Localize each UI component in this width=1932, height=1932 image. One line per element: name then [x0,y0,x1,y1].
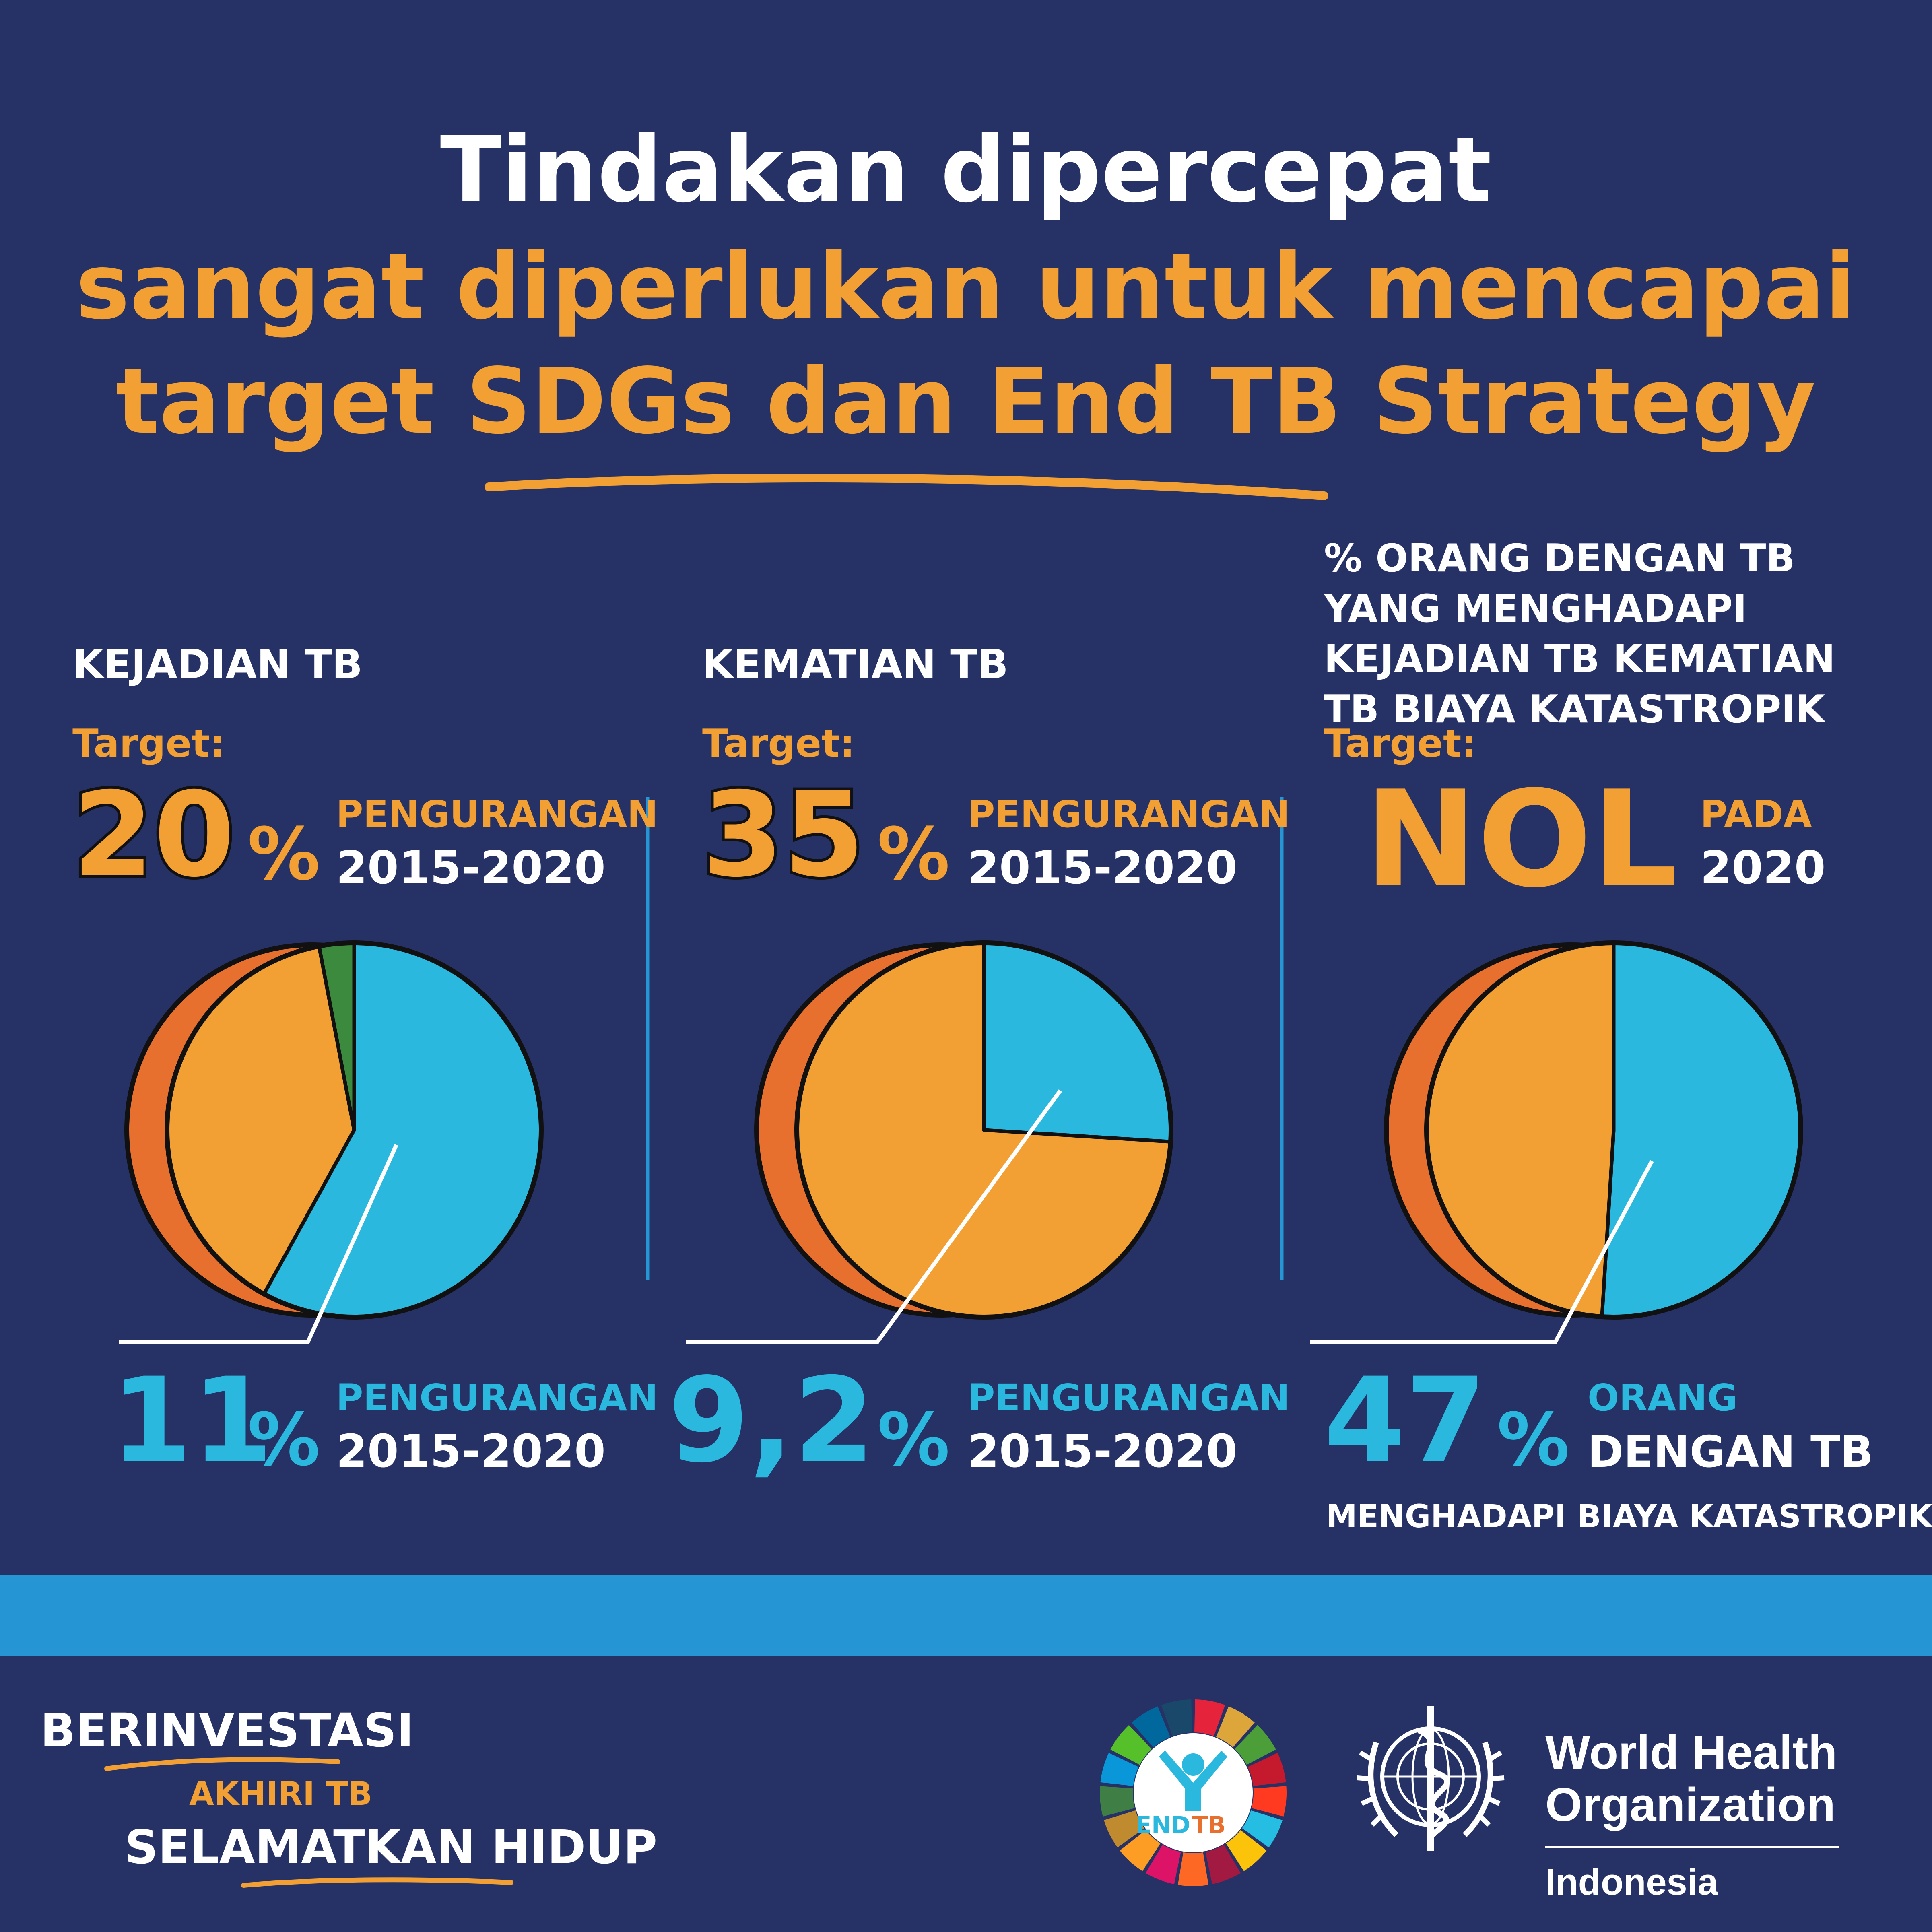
target-text-2: 2015-2020 [336,842,606,894]
result-text-2: DENGAN TB [1588,1427,1873,1477]
sdg-ring-segment [1242,1810,1283,1848]
sdg-ring-segment [1100,1786,1135,1817]
target-text-2: 2020 [1700,842,1826,894]
pie-outline [165,940,544,1320]
result-value: 11 [111,1353,273,1489]
sdg-ring-segment [1100,1753,1139,1786]
sdg-ring-segment [1104,1810,1144,1848]
endtb-label-end: END [1136,1811,1190,1839]
target-percent: % [247,812,320,897]
slogan-line-2: AKHIRI TB [189,1775,372,1812]
panel-heading: KEJADIAN TB [72,641,363,688]
title-line-3: target SDGs dan End TB Strategy [116,349,1816,454]
target-text-1: PADA [1700,793,1812,836]
sdg-ring-segment [1110,1725,1152,1765]
sdg-ring-segment [1247,1753,1286,1786]
slogan-line-3: SELAMATKAN HIDUP [125,1821,657,1874]
panel-kejadian-tb: KEJADIAN TB Target: 20 % PENGURANGAN 201… [70,641,658,1489]
sdg-ring-segment [1194,1699,1225,1736]
result-value: 9,2 [668,1353,875,1489]
footer: BERINVESTASI AKHIRI TB SELAMATKAN HIDUP … [40,1699,1839,1903]
pie-chart-kejadian [119,940,544,1344]
result-percent: % [877,1398,950,1482]
who-name-line-2: Organization [1545,1778,1835,1831]
result-text-3: MENGHADAPI BIAYA KATASTROPIK [1326,1499,1932,1535]
panel-heading: KEMATIAN TB [702,641,1008,688]
sdg-ring-segment [1216,1706,1255,1748]
title-line-1: Tindakan dipercepat [440,118,1492,223]
target-percent: % [877,812,950,897]
target-text-2: 2015-2020 [968,842,1237,894]
target-text-1: PENGURANGAN [336,793,658,836]
target-label: Target: [1324,722,1476,766]
panel-heading-line-3: KEJADIAN TB KEMATIAN [1324,637,1835,681]
pie-outline [1424,940,1803,1320]
sdg-color-ring [1100,1699,1287,1887]
sdg-ring-segment [1132,1706,1171,1748]
who-emblem [1357,1706,1505,1851]
sdg-ring-segment [1161,1699,1192,1736]
result-text-1: ORANG [1588,1376,1738,1419]
result-value: 47 [1324,1353,1487,1489]
title-underline [485,474,1328,500]
person-icon [1159,1751,1227,1811]
target-label: Target: [702,722,855,766]
target-value: 35 [702,767,865,903]
sdg-ring-segment [1145,1845,1181,1885]
pie-outline [794,940,1173,1320]
result-text-2: 2015-2020 [336,1425,606,1478]
panel-heading-line-4: TB BIAYA KATASTROPIK [1324,687,1827,732]
sdg-ring-segment [1177,1852,1209,1887]
slogan-underline-1 [104,1757,340,1771]
sdg-ring-segment [1252,1786,1287,1817]
result-percent: % [1497,1398,1569,1482]
result-text-1: PENGURANGAN [336,1376,658,1419]
pie-chart-kematian [686,940,1173,1344]
divider-band [0,1575,1932,1656]
who-name-line-1: World Health [1545,1726,1837,1779]
result-percent: % [247,1398,320,1482]
title-block: Tindakan dipercepat sangat diperlukan un… [76,118,1856,500]
panel-heading-line-2: YANG MENGHADAPI [1324,587,1747,631]
target-value: 20 [72,767,235,903]
pie-pointer [119,1144,398,1344]
target-text-1: PENGURANGAN [968,793,1290,836]
panel-biaya-katastropik: % ORANG DENGAN TB YANG MENGHADAPI KEJADI… [1310,536,1932,1535]
panel-heading-line-1: % ORANG DENGAN TB [1324,536,1795,581]
who-country: Indonesia [1545,1862,1718,1903]
pie-pointer [686,1089,1062,1344]
sdg-ring-segment [1235,1725,1276,1765]
endtb-label-tb: TB [1192,1811,1226,1839]
slogan-line-1: BERINVESTASI [40,1704,414,1758]
sdg-ring-segment [1120,1830,1161,1871]
pie-chart-biaya [1310,940,1803,1344]
title-line-2: sangat diperlukan untuk mencapai [76,234,1856,340]
target-label: Target: [72,722,225,766]
target-value: NOL [1364,762,1678,917]
slogan-underline-3 [241,1877,513,1888]
sdg-ring-segment [1226,1830,1267,1871]
endtb-logo: END TB [1100,1699,1287,1887]
pie-pointer [1310,1160,1654,1344]
panel-kematian-tb: KEMATIAN TB Target: 35 % PENGURANGAN 201… [668,641,1290,1489]
sdg-ring-segment [1205,1845,1241,1885]
result-text-2: 2015-2020 [968,1425,1237,1478]
result-text-1: PENGURANGAN [968,1376,1290,1419]
